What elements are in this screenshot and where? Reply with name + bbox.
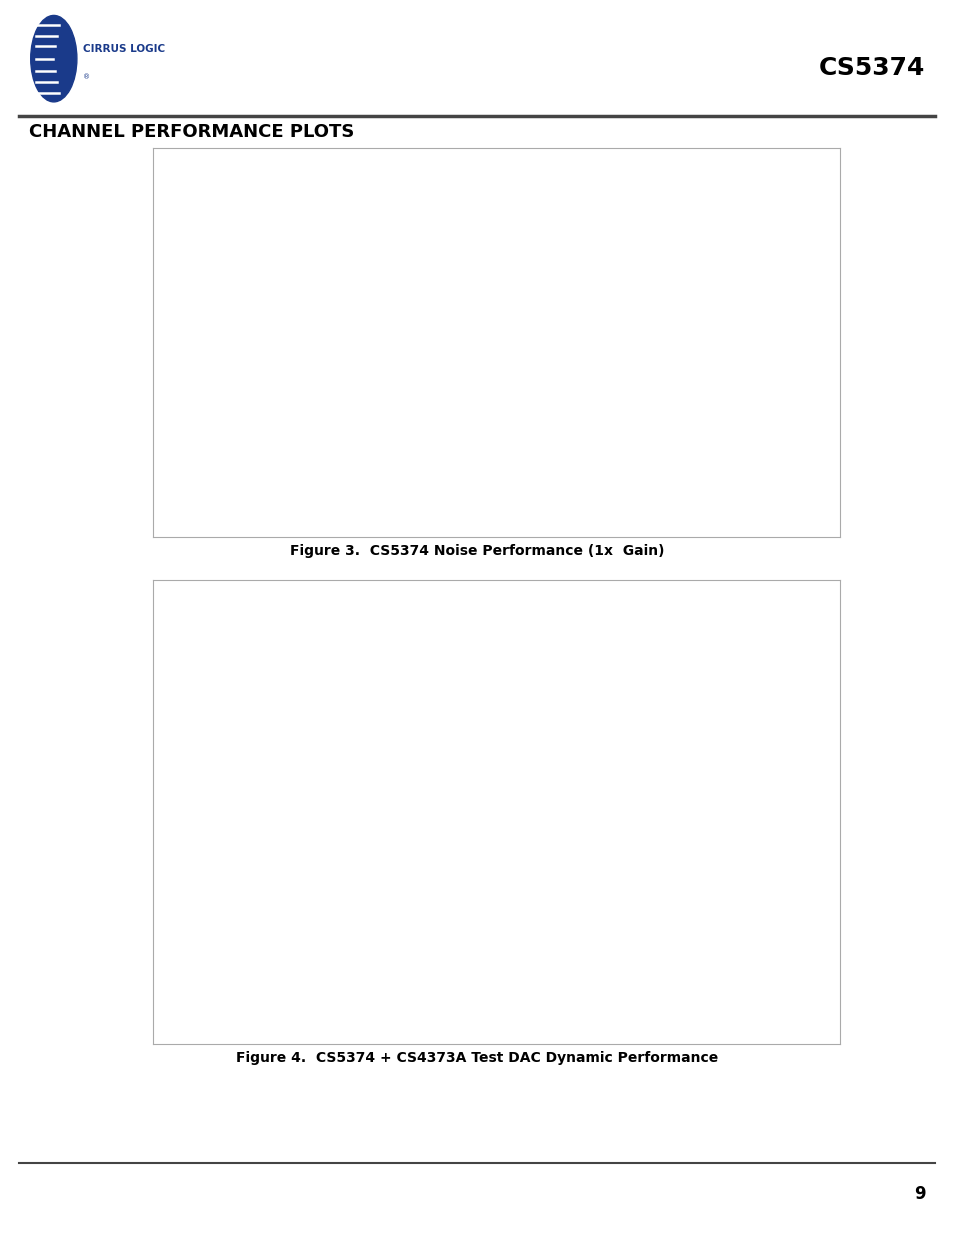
Text: CS5374: CS5374 [818,56,924,80]
Text: CHANNEL PERFORMANCE PLOTS: CHANNEL PERFORMANCE PLOTS [29,124,354,141]
X-axis label: Frequency: Frequency [492,1031,557,1045]
Ellipse shape [30,16,77,101]
Y-axis label: Magnitude: Magnitude [179,773,193,839]
Text: CIRRUS LOGIC: CIRRUS LOGIC [83,44,165,54]
X-axis label: Frequency: Frequency [492,525,557,538]
Text: Figure 3.  CS5374 Noise Performance (1x  Gain): Figure 3. CS5374 Noise Performance (1x G… [290,543,663,558]
Text: ®: ® [83,74,91,80]
Text: Figure 4.  CS5374 + CS4373A Test DAC Dynamic Performance: Figure 4. CS5374 + CS4373A Test DAC Dyna… [235,1051,718,1066]
Y-axis label: Magnitude: Magnitude [179,300,193,367]
Text: 9: 9 [913,1186,924,1203]
